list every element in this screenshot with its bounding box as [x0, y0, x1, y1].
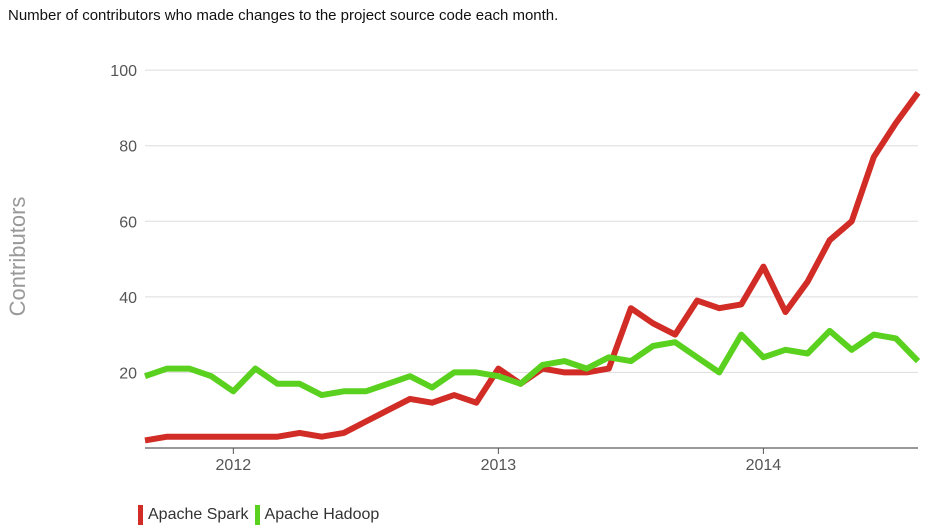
gridlines — [145, 69, 918, 373]
y-tick-label-20: 20 — [119, 365, 137, 382]
x-tick-label-2013: 2013 — [481, 457, 517, 474]
series-lines — [144, 91, 921, 444]
series-line-apache-spark — [144, 91, 921, 444]
legend-item-apache-hadoop[interactable]: Apache Hadoop — [254, 505, 380, 525]
y-axis-title: Contributors — [5, 197, 30, 317]
x-axis-ticks: 2012 2013 2014 — [216, 448, 782, 474]
legend-label-apache-hadoop: Apache Hadoop — [264, 506, 380, 523]
x-tick-label-2012: 2012 — [216, 457, 252, 474]
y-tick-label-40: 40 — [119, 290, 137, 307]
y-tick-label-100: 100 — [110, 63, 137, 80]
y-axis-ticks: 100 80 60 40 20 — [110, 63, 137, 382]
y-tick-label-60: 60 — [119, 214, 137, 231]
legend-label-apache-spark: Apache Spark — [148, 506, 249, 523]
legend: Apache Spark Apache Hadoop — [138, 505, 385, 525]
x-tick-label-2014: 2014 — [746, 457, 782, 474]
y-tick-label-80: 80 — [119, 139, 137, 156]
legend-swatch-apache-hadoop — [254, 505, 260, 525]
legend-swatch-apache-spark — [138, 505, 143, 525]
series-line-apache-hadoop — [144, 327, 921, 399]
legend-item-apache-spark[interactable]: Apache Spark — [138, 505, 249, 525]
chart-caption: Number of contributors who made changes … — [8, 7, 559, 24]
